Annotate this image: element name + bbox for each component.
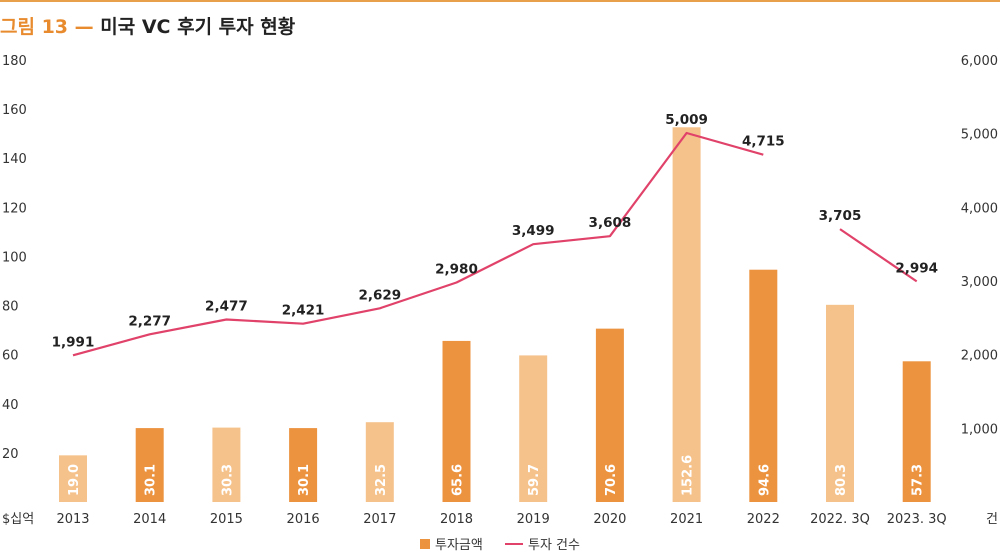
legend-item-bar: 투자금액 <box>420 534 483 553</box>
legend-swatch-bar <box>420 538 431 549</box>
left-axis-tick-label: 80 <box>2 300 19 315</box>
bar-value-label: 94.6 <box>757 464 772 496</box>
chart-area: 20 40 60 80 100 120 140 160 180 1,000 2,000 3,000 4,… <box>2 54 998 527</box>
line-value-label: 2,277 <box>128 313 171 329</box>
bar-value-label: 59.7 <box>527 464 542 496</box>
bar <box>902 361 931 502</box>
bar-value-label: 80.3 <box>834 464 849 496</box>
left-axis-tick-label: 180 <box>2 54 27 69</box>
legend-label-bar: 투자금액 <box>435 538 483 553</box>
bar-value-label: 30.1 <box>144 464 159 496</box>
legend-swatch-line <box>505 542 523 545</box>
bar <box>826 304 854 502</box>
left-axis-unit: $십억 <box>2 512 34 527</box>
left-axis-tick-label: 60 <box>2 349 19 364</box>
right-axis-tick-label: 6,000 <box>961 54 998 69</box>
bar <box>672 127 701 502</box>
bar <box>442 340 471 502</box>
line-value-label: 3,608 <box>589 215 632 231</box>
bar-value-label: 30.3 <box>220 464 235 496</box>
right-axis-tick-label: 1,000 <box>961 422 998 437</box>
bar-value-label: 57.3 <box>911 464 926 496</box>
line-value-label: 2,477 <box>205 299 248 315</box>
bar-value-label: 65.6 <box>451 464 466 496</box>
bar <box>749 269 778 502</box>
line-value-label: 3,705 <box>819 208 862 224</box>
x-axis-tick-label: 2016 <box>287 512 320 527</box>
title-text: 미국 VC 후기 투자 현황 <box>100 16 296 38</box>
x-axis-tick-label: 2023. 3Q <box>887 512 947 527</box>
x-axis-tick-label: 2017 <box>363 512 396 527</box>
figure-label: 그림 13 <box>0 16 69 38</box>
x-axis-tick-label: 2022 <box>747 512 780 527</box>
right-axis-tick-label: 3,000 <box>961 275 998 290</box>
line-value-label: 2,994 <box>895 260 938 276</box>
right-axis-unit: 건 <box>986 512 998 527</box>
bar <box>212 427 241 502</box>
right-axis-tick-label: 4,000 <box>961 201 998 216</box>
x-axis-tick-label: 2014 <box>133 512 166 527</box>
bar-value-label: 32.5 <box>374 464 389 496</box>
left-axis-tick-label: 100 <box>2 250 27 265</box>
bar-value-label: 19.0 <box>67 464 82 496</box>
bar-value-label: 152.6 <box>681 455 696 496</box>
left-axis-tick-label: 120 <box>2 201 27 216</box>
bar <box>365 422 394 502</box>
bar <box>519 355 548 502</box>
x-axis-tick-label: 2020 <box>593 512 626 527</box>
x-axis-tick-label: 2021 <box>670 512 703 527</box>
line-value-label: 5,009 <box>665 112 708 128</box>
bar <box>289 428 318 502</box>
left-axis-tick-label: 160 <box>2 103 27 118</box>
x-axis-tick-label: 2018 <box>440 512 473 527</box>
legend-label-line: 투자 건수 <box>528 538 580 553</box>
bar <box>595 328 624 502</box>
right-axis-tick-label: 5,000 <box>961 128 998 143</box>
line-value-label: 3,499 <box>512 223 555 239</box>
top-accent-rule <box>0 0 1000 2</box>
line-value-label: 2,421 <box>282 303 325 319</box>
line-value-label: 1,991 <box>52 334 95 350</box>
legend-item-line: 투자 건수 <box>505 534 580 553</box>
left-axis-tick-label: 40 <box>2 398 19 413</box>
bar-value-label: 30.1 <box>297 464 312 496</box>
x-axis-tick-label: 2019 <box>517 512 550 527</box>
right-axis-tick-label: 2,000 <box>961 349 998 364</box>
line-value-label: 4,715 <box>742 134 785 150</box>
bar <box>135 428 164 502</box>
line-series-segment <box>839 228 918 283</box>
left-axis-tick-label: 20 <box>2 447 19 462</box>
x-axis-tick-label: 2022. 3Q <box>810 512 870 527</box>
line-value-label: 2,980 <box>435 261 478 277</box>
x-axis-tick-label: 2013 <box>56 512 89 527</box>
left-axis-tick-label: 140 <box>2 152 27 167</box>
x-axis-tick-label: 2015 <box>210 512 243 527</box>
line-series-segment <box>72 131 764 357</box>
bar-value-label: 70.6 <box>604 464 619 496</box>
bar <box>59 455 87 502</box>
chart-title: 그림 13 — 미국 VC 후기 투자 현황 <box>0 12 295 39</box>
title-separator: — <box>74 16 94 38</box>
chart-legend: 투자금액 투자 건수 <box>0 534 1000 553</box>
line-value-label: 2,629 <box>358 287 401 303</box>
